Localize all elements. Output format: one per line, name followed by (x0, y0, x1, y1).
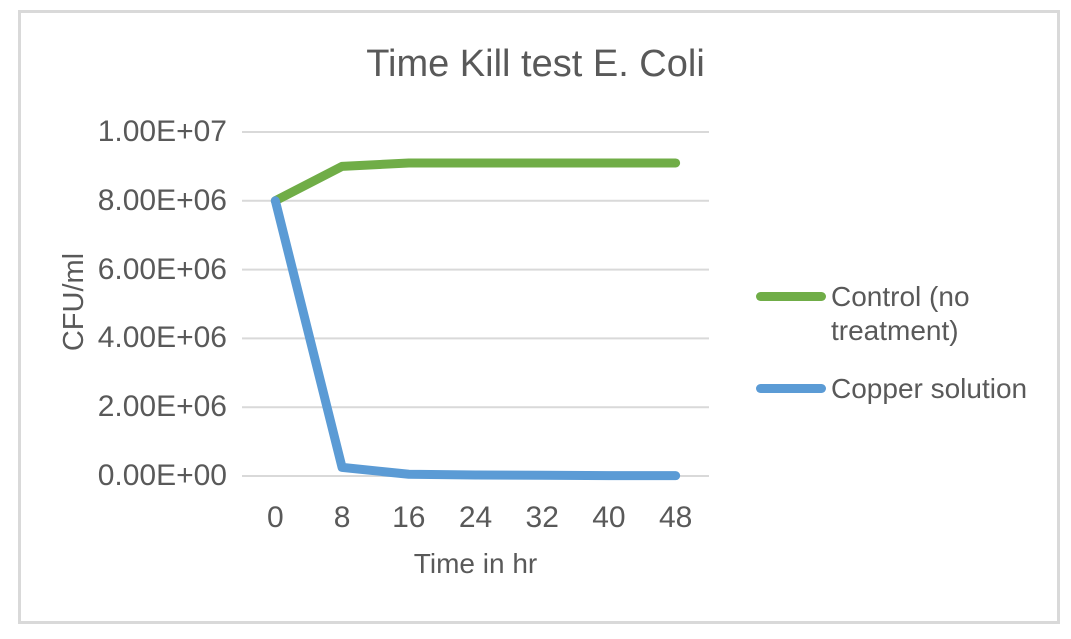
x-axis-tick-label: 40 (592, 501, 626, 534)
series-line-control-no-treatment (270, 158, 681, 206)
legend-label: Copper solution (831, 373, 1028, 404)
x-axis-tick-label: 8 (333, 501, 351, 534)
legend-line-swatch-icon (756, 384, 826, 393)
y-axis-tick-label: 2.00E+06 (97, 390, 227, 424)
x-axis-tick-label: 0 (267, 501, 284, 534)
chart-title: Time Kill test E. Coli (366, 43, 705, 85)
legend-entry-control-no-treatment: Control (no treatment) (756, 280, 1043, 348)
x-axis-tick-label: 48 (658, 501, 693, 534)
legend-line-swatch-icon (756, 292, 826, 301)
x-axis-tick-label: 32 (525, 501, 559, 534)
y-axis-tick-label: 6.00E+06 (97, 252, 227, 286)
y-axis-tick-labels: 0.00E+00 2.00E+06 4.00E+06 6.00E+06 8.00E+06… (0, 0, 227, 639)
x-axis-title: Time in hr (413, 548, 538, 579)
y-axis-tick-label: 4.00E+06 (97, 321, 227, 355)
y-axis-tick-label: 8.00E+06 (97, 183, 227, 217)
y-axis-tick-label: 1.00E+07 (97, 115, 227, 148)
chart-border-frame (18, 10, 1060, 624)
x-axis-tick-label: 16 (392, 501, 426, 534)
x-axis-tick-label: 24 (458, 501, 493, 534)
y-axis-tick-label: 0.00E+00 (97, 459, 227, 492)
legend: Control (no treatment) Copper solution (756, 280, 1043, 406)
legend-label: Control (no treatment) (831, 281, 970, 346)
legend-entry-copper-solution: Copper solution (756, 372, 1043, 406)
series-line-copper-solution (270, 196, 681, 481)
